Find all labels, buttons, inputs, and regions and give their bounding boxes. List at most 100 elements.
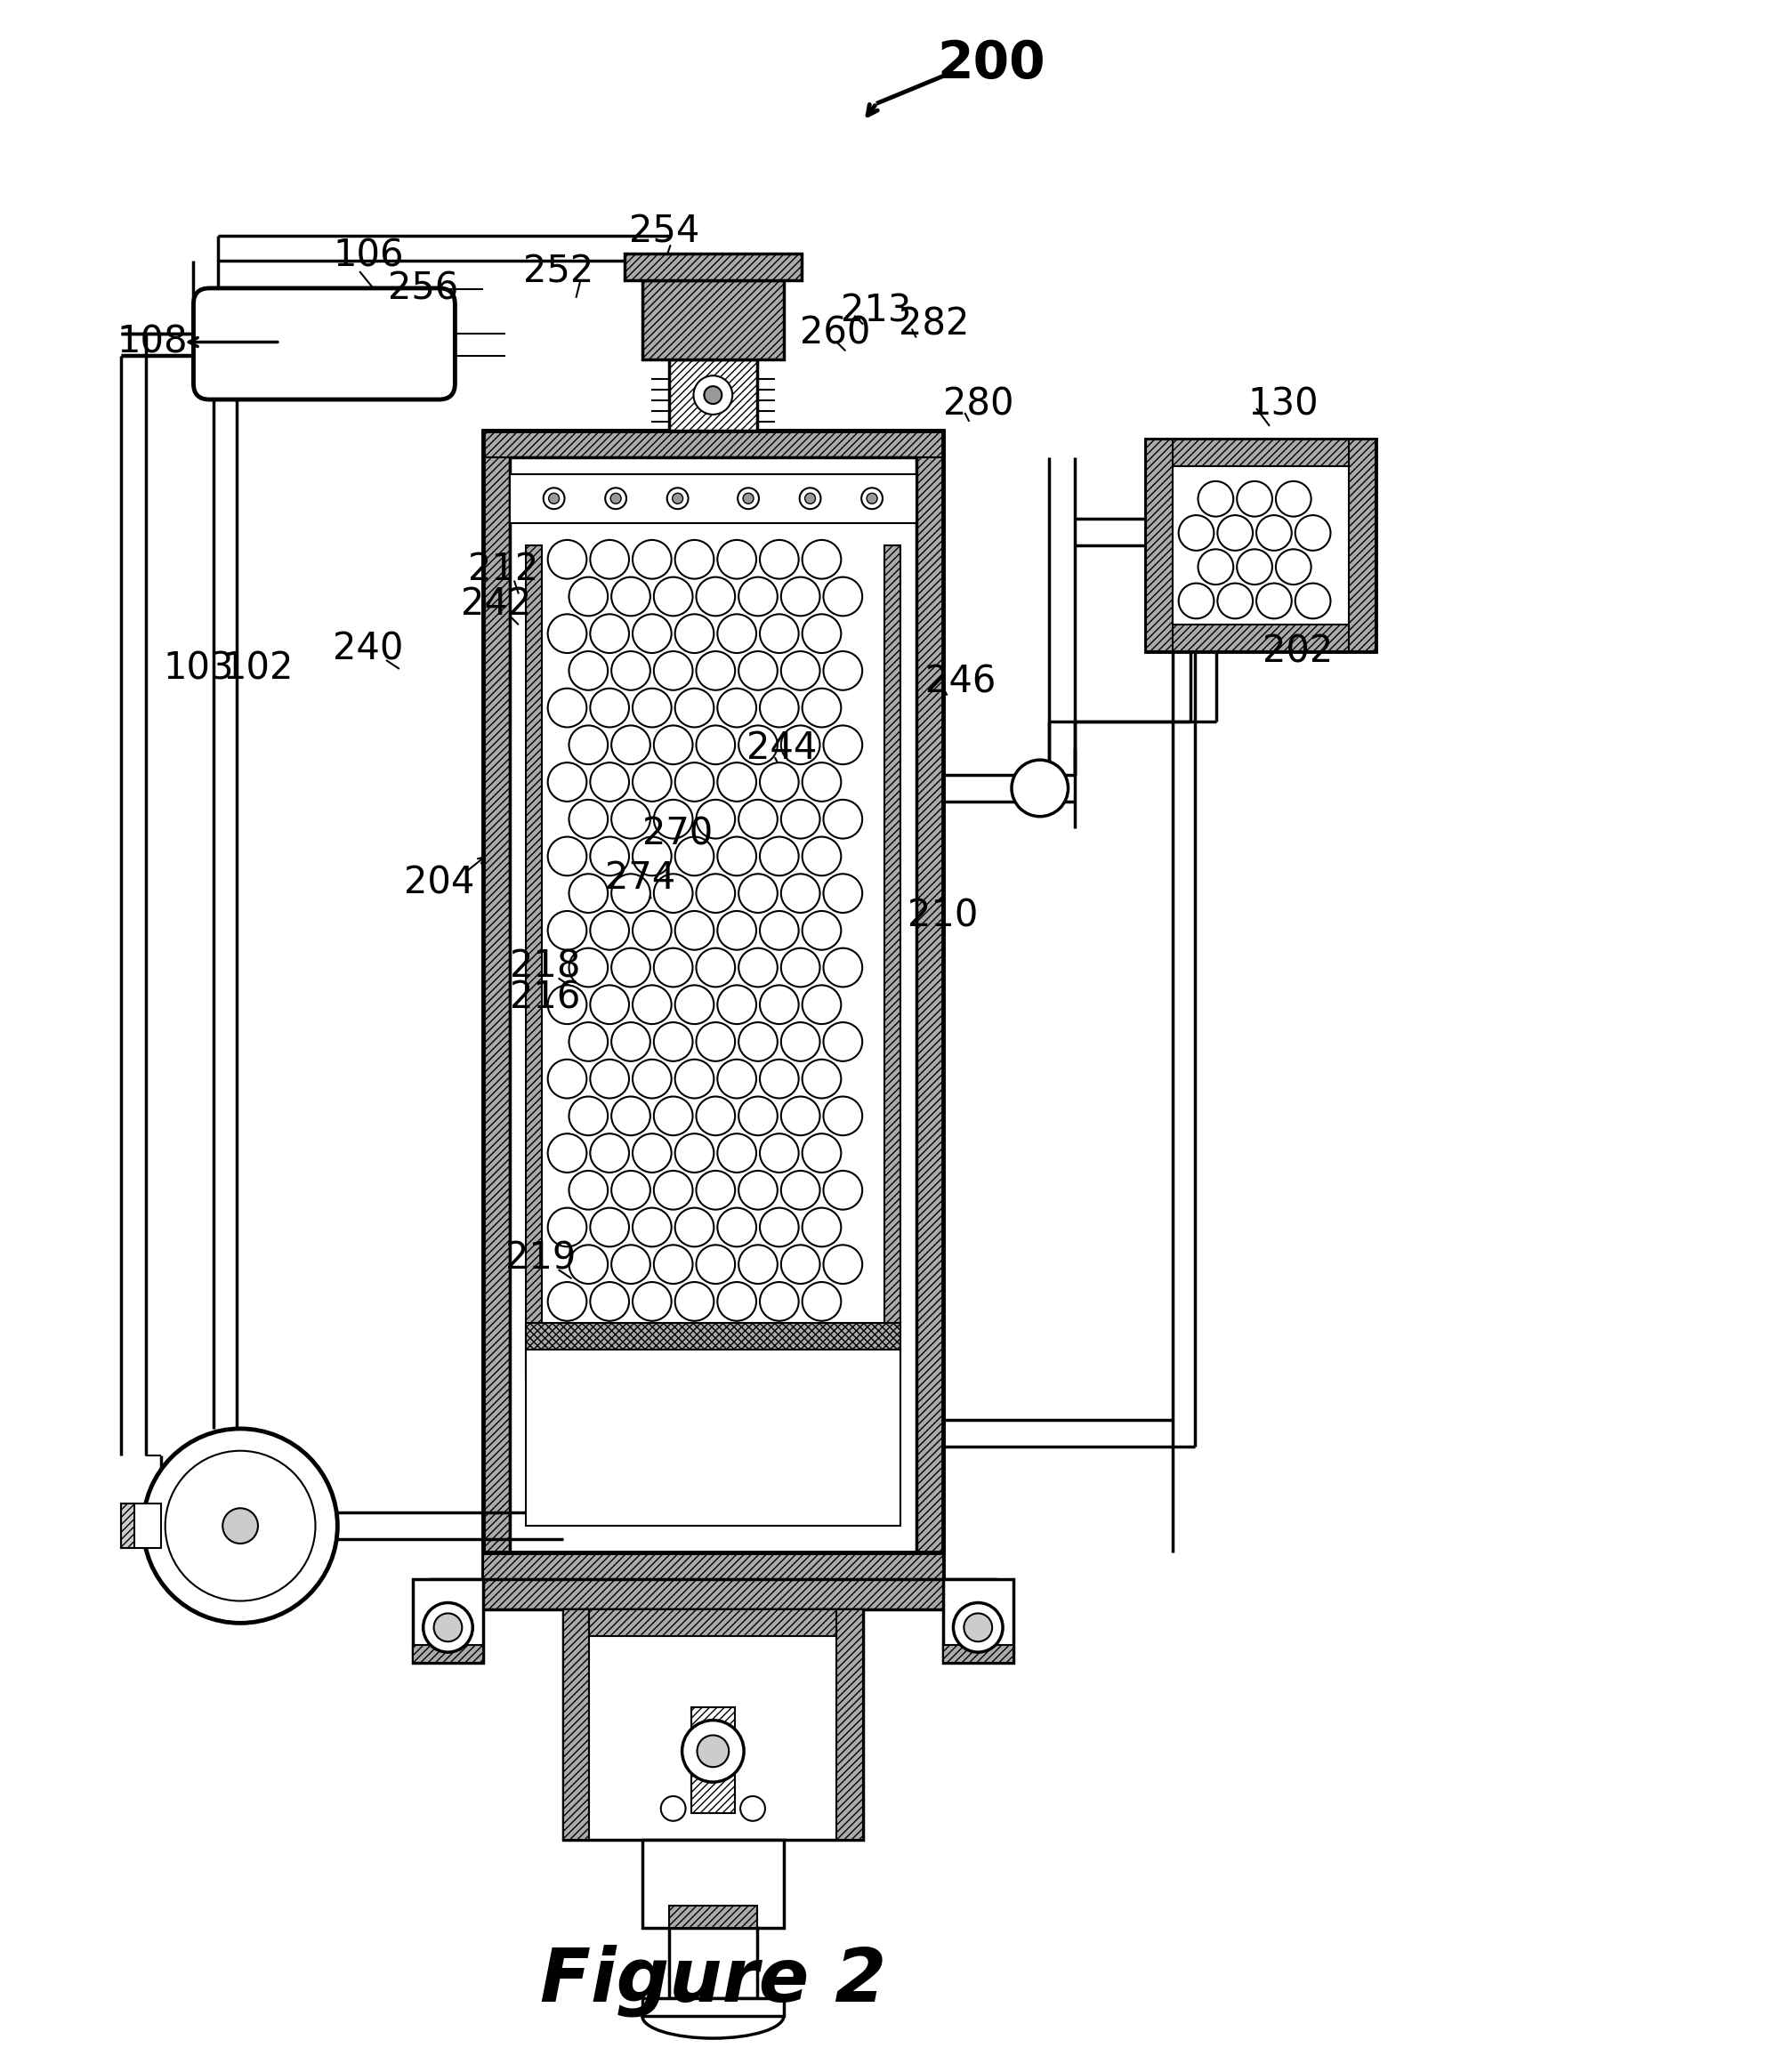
Bar (482, 458, 509, 1552)
Circle shape (696, 949, 735, 986)
Circle shape (633, 1283, 671, 1322)
Circle shape (696, 725, 735, 765)
Circle shape (548, 837, 587, 876)
Circle shape (739, 651, 777, 690)
Circle shape (861, 487, 882, 510)
Circle shape (696, 874, 735, 914)
Text: 254: 254 (629, 213, 700, 251)
Circle shape (590, 1283, 629, 1322)
Circle shape (965, 1614, 993, 1641)
Circle shape (823, 874, 862, 914)
Circle shape (590, 912, 629, 949)
Circle shape (675, 1283, 714, 1322)
Circle shape (823, 725, 862, 765)
Circle shape (654, 1096, 693, 1135)
Circle shape (781, 578, 820, 615)
Circle shape (548, 912, 587, 949)
Circle shape (802, 912, 841, 949)
Circle shape (611, 800, 650, 839)
Circle shape (696, 1245, 735, 1285)
Circle shape (675, 984, 714, 1024)
Circle shape (610, 493, 620, 503)
Circle shape (654, 1245, 693, 1285)
Bar (509, 474, 917, 522)
Circle shape (823, 1021, 862, 1061)
Circle shape (696, 1021, 735, 1061)
Circle shape (703, 385, 721, 404)
Circle shape (717, 912, 756, 949)
Circle shape (760, 688, 799, 727)
Bar (1147, 439, 1376, 466)
Bar (668, 1906, 756, 1927)
Circle shape (611, 949, 650, 986)
Circle shape (1295, 582, 1331, 620)
Circle shape (611, 1021, 650, 1061)
Circle shape (654, 949, 693, 986)
Circle shape (611, 1171, 650, 1210)
Circle shape (611, 1245, 650, 1285)
Bar (624, 253, 800, 280)
Circle shape (802, 984, 841, 1024)
Circle shape (590, 541, 629, 578)
Circle shape (675, 688, 714, 727)
Circle shape (781, 1245, 820, 1285)
Bar (482, 431, 944, 1579)
Bar (482, 431, 944, 458)
Text: 103: 103 (163, 651, 235, 688)
Circle shape (802, 1283, 841, 1322)
Bar (1350, 439, 1376, 651)
Circle shape (739, 949, 777, 986)
Circle shape (548, 1059, 587, 1098)
Circle shape (542, 487, 564, 510)
Circle shape (696, 1096, 735, 1135)
Bar (1147, 439, 1376, 651)
Circle shape (802, 837, 841, 876)
Circle shape (548, 762, 587, 802)
Circle shape (781, 1021, 820, 1061)
Bar (885, 545, 901, 1376)
Circle shape (802, 613, 841, 653)
Circle shape (654, 874, 693, 914)
Circle shape (823, 949, 862, 986)
Text: 282: 282 (899, 307, 968, 344)
Text: 130: 130 (1248, 385, 1318, 423)
Circle shape (760, 541, 799, 578)
Circle shape (633, 837, 671, 876)
Circle shape (739, 1096, 777, 1135)
Circle shape (954, 1604, 1004, 1651)
Text: 256: 256 (389, 269, 458, 309)
Circle shape (569, 578, 608, 615)
Circle shape (717, 984, 756, 1024)
Circle shape (590, 984, 629, 1024)
Circle shape (739, 874, 777, 914)
Circle shape (654, 578, 693, 615)
Circle shape (569, 1021, 608, 1061)
Circle shape (739, 578, 777, 615)
Circle shape (1237, 549, 1272, 584)
Circle shape (633, 984, 671, 1024)
Circle shape (717, 762, 756, 802)
Circle shape (781, 874, 820, 914)
Circle shape (590, 688, 629, 727)
Circle shape (781, 949, 820, 986)
Text: 210: 210 (908, 897, 977, 934)
Circle shape (760, 837, 799, 876)
Circle shape (223, 1508, 258, 1544)
Bar (562, 1610, 588, 1840)
Circle shape (717, 1133, 756, 1173)
Circle shape (760, 1208, 799, 1247)
Circle shape (804, 493, 815, 503)
Circle shape (675, 1059, 714, 1098)
Circle shape (760, 912, 799, 949)
Circle shape (569, 1245, 608, 1285)
Circle shape (590, 1059, 629, 1098)
Bar (588, 1610, 836, 1637)
Circle shape (760, 762, 799, 802)
Circle shape (675, 837, 714, 876)
Circle shape (548, 1283, 587, 1322)
Circle shape (654, 800, 693, 839)
Circle shape (739, 1021, 777, 1061)
Text: 108: 108 (117, 323, 187, 361)
Circle shape (654, 651, 693, 690)
Text: 240: 240 (334, 630, 403, 667)
